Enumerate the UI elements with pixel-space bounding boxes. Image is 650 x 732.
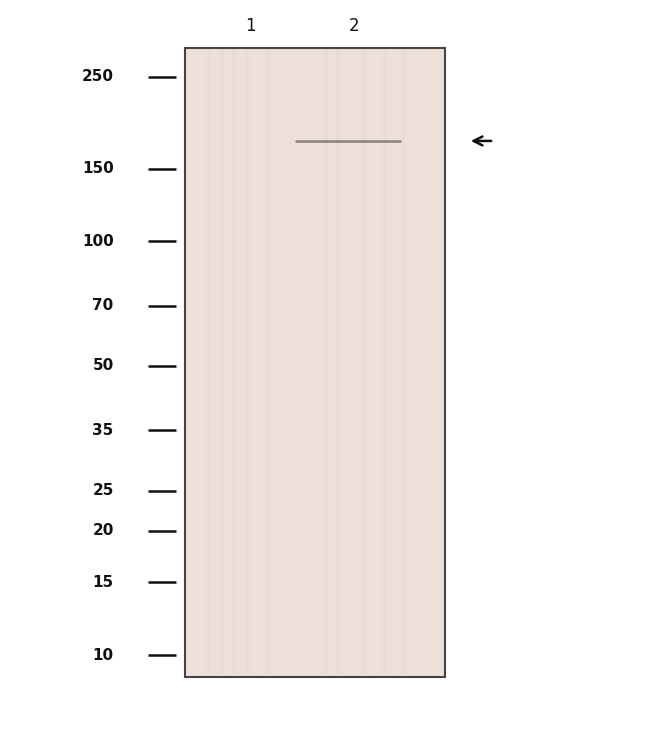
Text: 25: 25 — [92, 483, 114, 498]
Text: 100: 100 — [82, 234, 114, 249]
Text: 150: 150 — [82, 161, 114, 176]
Bar — [185, 48, 445, 677]
Text: 10: 10 — [92, 648, 114, 662]
Text: 70: 70 — [92, 298, 114, 313]
Text: 250: 250 — [82, 70, 114, 84]
Text: 1: 1 — [245, 17, 255, 34]
Text: 15: 15 — [92, 575, 114, 590]
Text: 2: 2 — [349, 17, 359, 34]
Text: 50: 50 — [92, 359, 114, 373]
Text: 20: 20 — [92, 523, 114, 538]
Text: 35: 35 — [92, 422, 114, 438]
